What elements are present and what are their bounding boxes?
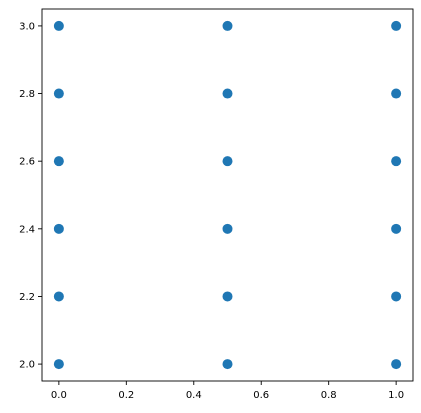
data-point [222,223,233,234]
x-tick-label: 0.4 [186,390,202,401]
y-tick-label: 2.0 [19,360,35,371]
x-tick-label: 1.0 [388,390,404,401]
data-point [391,88,402,99]
data-point [391,20,402,31]
x-tick-label: 0.0 [51,390,67,401]
x-tick-label: 0.8 [321,390,337,401]
data-point [391,359,402,370]
data-point [53,359,64,370]
data-point [53,291,64,302]
data-point [53,20,64,31]
data-point [391,223,402,234]
data-point [222,20,233,31]
x-axis: 0.0 0.2 0.4 0.6 0.8 1.0 [51,381,404,401]
data-point [222,88,233,99]
points-layer [53,20,402,370]
data-point [53,88,64,99]
data-point [53,223,64,234]
data-point [53,156,64,167]
y-tick-label: 2.6 [19,157,35,168]
plot-frame [41,8,414,382]
x-tick-label: 0.6 [253,390,269,401]
y-tick-label: 3.0 [19,21,35,32]
x-tick-label: 0.2 [118,390,134,401]
data-point [391,291,402,302]
data-point [222,359,233,370]
y-axis: 2.0 2.2 2.4 2.6 2.8 3.0 [19,21,42,371]
data-point [222,156,233,167]
data-point [222,291,233,302]
y-tick-label: 2.4 [19,224,35,235]
y-tick-label: 2.8 [19,89,35,100]
y-tick-label: 2.2 [19,292,35,303]
data-point [391,156,402,167]
